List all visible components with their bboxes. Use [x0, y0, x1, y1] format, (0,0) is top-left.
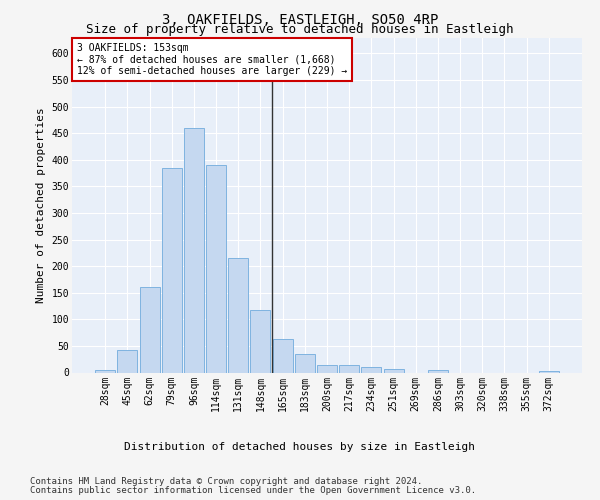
Bar	[95, 370, 115, 372]
Bar	[383, 370, 404, 372]
Bar	[295, 354, 315, 372]
Bar	[118, 350, 137, 372]
Text: 3 OAKFIELDS: 153sqm
← 87% of detached houses are smaller (1,668)
12% of semi-det: 3 OAKFIELDS: 153sqm ← 87% of detached ho…	[77, 42, 347, 76]
Bar	[162, 168, 182, 372]
Text: 3, OAKFIELDS, EASTLEIGH, SO50 4RP: 3, OAKFIELDS, EASTLEIGH, SO50 4RP	[162, 12, 438, 26]
Bar	[272, 339, 293, 372]
Text: Distribution of detached houses by size in Eastleigh: Distribution of detached houses by size …	[125, 442, 476, 452]
Bar	[206, 165, 226, 372]
Bar	[428, 370, 448, 372]
Bar	[361, 367, 382, 372]
Bar	[317, 365, 337, 372]
Y-axis label: Number of detached properties: Number of detached properties	[36, 107, 46, 303]
Text: Contains HM Land Registry data © Crown copyright and database right 2024.: Contains HM Land Registry data © Crown c…	[30, 478, 422, 486]
Text: Contains public sector information licensed under the Open Government Licence v3: Contains public sector information licen…	[30, 486, 476, 495]
Bar	[228, 258, 248, 372]
Bar	[250, 310, 271, 372]
Bar	[184, 128, 204, 372]
Bar	[140, 288, 160, 372]
Bar	[339, 364, 359, 372]
Text: Size of property relative to detached houses in Eastleigh: Size of property relative to detached ho…	[86, 22, 514, 36]
